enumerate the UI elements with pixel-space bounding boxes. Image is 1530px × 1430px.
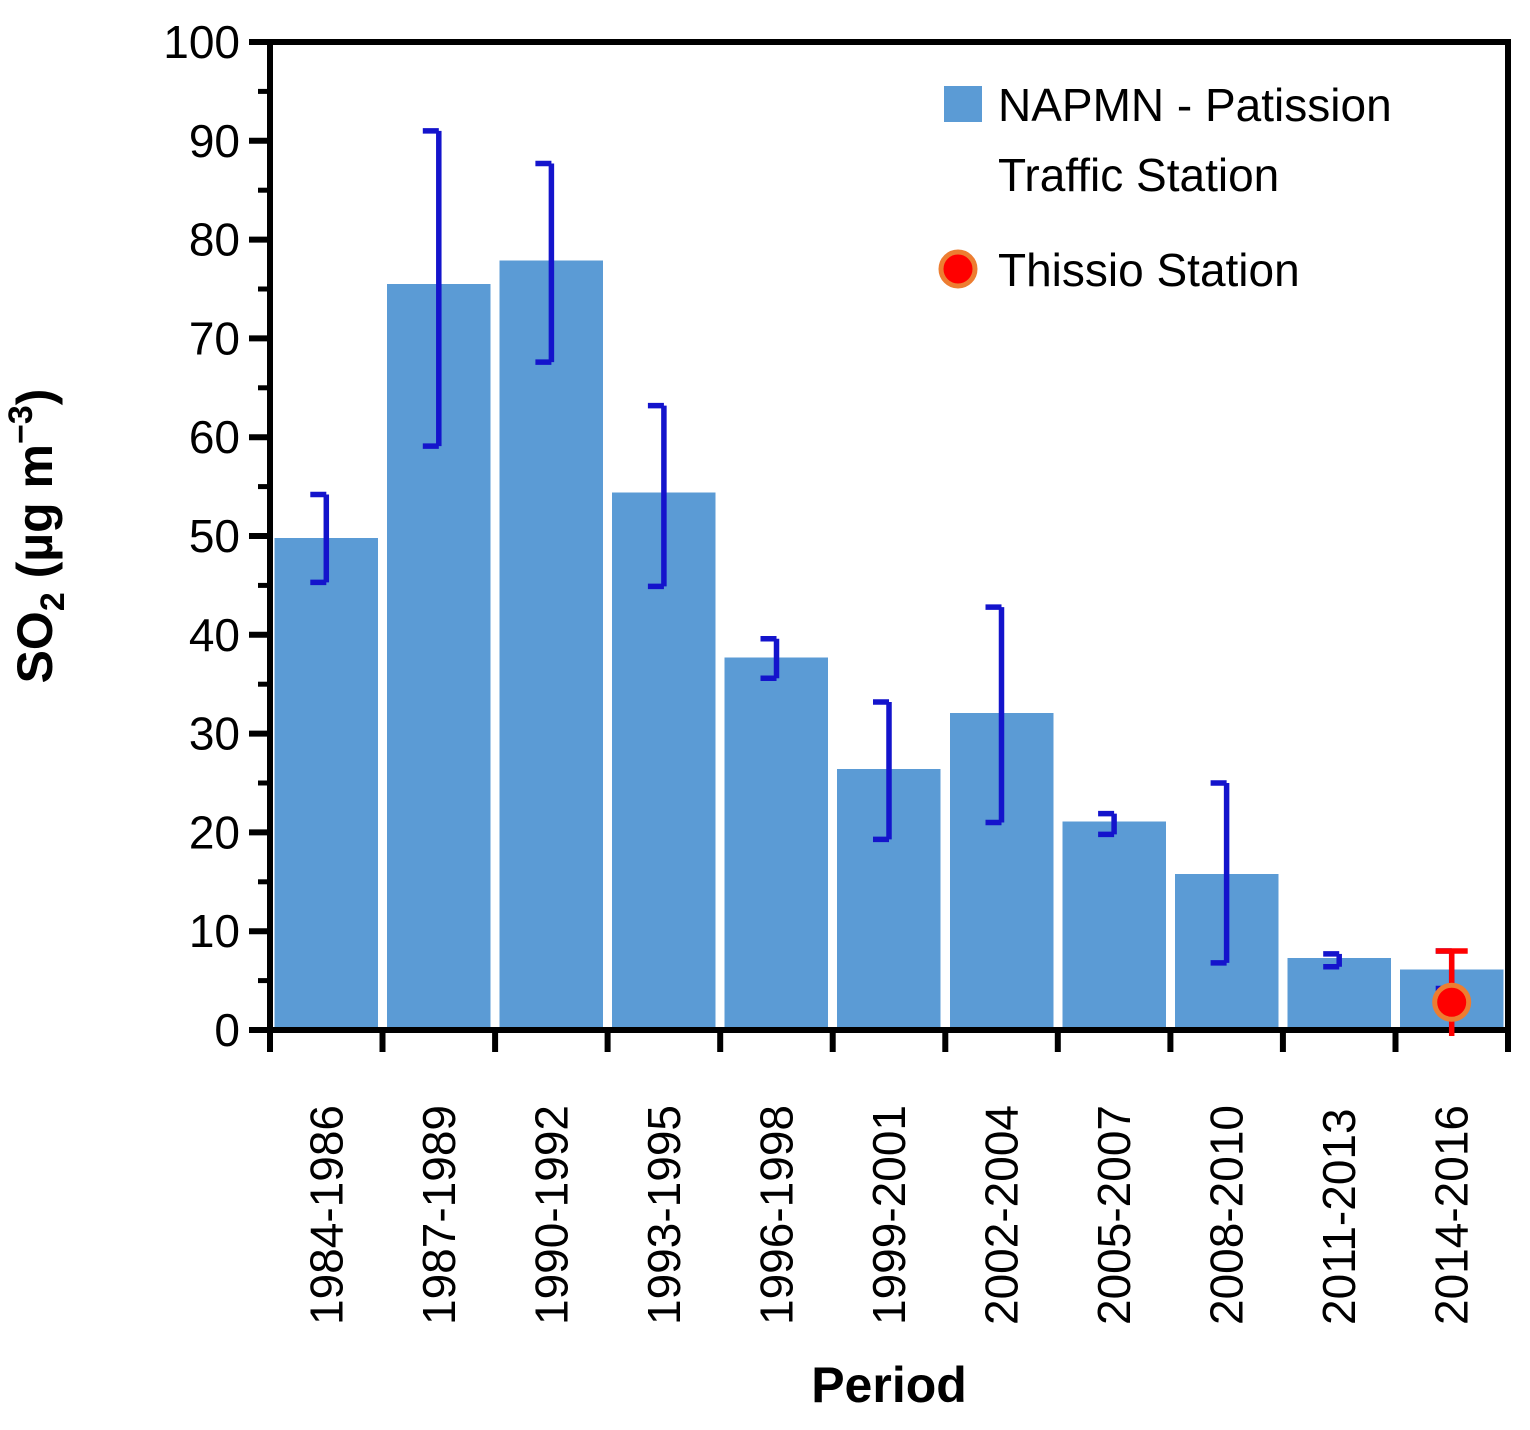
bar-2005-2007 bbox=[1062, 821, 1166, 1030]
error-bar-1993-1995 bbox=[647, 402, 667, 590]
x-label-2014-2016: 2014-2016 bbox=[1426, 1105, 1478, 1325]
y-axis-title: SO2 (µg m−3) bbox=[2, 389, 72, 684]
x-label-2002-2004: 2002-2004 bbox=[976, 1105, 1028, 1325]
x-label-2005-2007: 2005-2007 bbox=[1088, 1105, 1140, 1325]
error-bar-1984-1986 bbox=[310, 491, 330, 586]
error-bar-1987-1989 bbox=[422, 128, 442, 449]
y-tick-label-0: 0 bbox=[214, 1004, 240, 1056]
error-bar-2008-2010 bbox=[1210, 780, 1230, 966]
x-label-1993-1995: 1993-1995 bbox=[638, 1105, 690, 1325]
legend-label-napmn-line2: Traffic Station bbox=[998, 149, 1279, 201]
thissio-marker bbox=[1432, 982, 1472, 1022]
error-bar-2002-2004 bbox=[985, 604, 1005, 826]
x-label-2011-2013: 2011-2013 bbox=[1313, 1108, 1365, 1325]
bar-2011-2013 bbox=[1287, 957, 1391, 1030]
legend-swatch-thissio bbox=[938, 249, 978, 289]
x-label-1990-1992: 1990-1992 bbox=[525, 1105, 577, 1325]
x-label-1996-1998: 1996-1998 bbox=[751, 1105, 803, 1325]
x-label-1987-1989: 1987-1989 bbox=[413, 1105, 465, 1325]
legend-label-thissio: Thissio Station bbox=[998, 244, 1300, 296]
bar-1990-1992 bbox=[499, 260, 604, 1030]
legend-label-napmn-line1: NAPMN - Patission bbox=[998, 79, 1392, 131]
error-bar-1999-2001 bbox=[873, 699, 892, 843]
y-tick-label-60: 60 bbox=[189, 411, 240, 463]
x-label-1984-1986: 1984-1986 bbox=[300, 1105, 352, 1325]
y-tick-label-70: 70 bbox=[189, 312, 240, 364]
y-tick-label-40: 40 bbox=[189, 609, 240, 661]
x-label-1999-2001: 1999-2001 bbox=[863, 1105, 915, 1325]
bar-1996-1998 bbox=[724, 657, 829, 1030]
error-bar-1990-1992 bbox=[535, 160, 555, 365]
bar-1984-1986 bbox=[274, 538, 378, 1030]
legend-swatch-napmn bbox=[944, 86, 982, 122]
y-tick-label-20: 20 bbox=[189, 806, 240, 858]
x-axis-title: Period bbox=[811, 1357, 967, 1413]
x-label-2008-2010: 2008-2010 bbox=[1201, 1105, 1253, 1325]
y-tick-label-80: 80 bbox=[189, 214, 240, 266]
y-tick-label-10: 10 bbox=[189, 905, 240, 957]
y-tick-label-50: 50 bbox=[189, 510, 240, 562]
error-bar-1996-1998 bbox=[760, 636, 780, 682]
y-tick-label-100: 100 bbox=[163, 16, 240, 68]
error-bar-2005-2007 bbox=[1098, 810, 1117, 838]
y-tick-label-90: 90 bbox=[189, 115, 240, 167]
y-tick-label-30: 30 bbox=[189, 708, 240, 760]
error-bar-2011-2013 bbox=[1323, 951, 1342, 970]
